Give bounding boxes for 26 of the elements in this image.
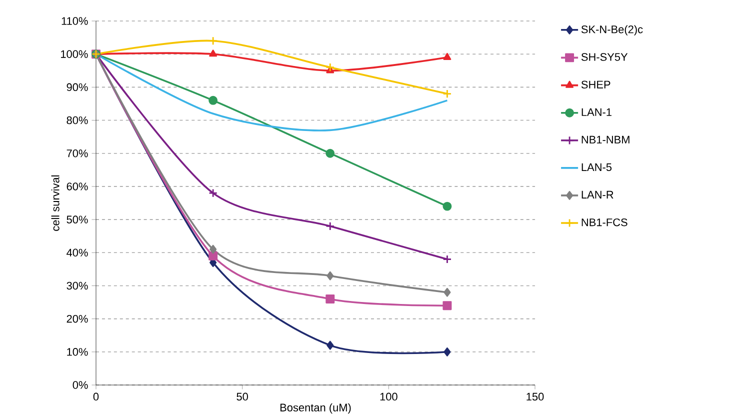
legend-label: NB1-FCS (582, 218, 628, 226)
legend-label: SK-N-Be(2)c (581, 25, 643, 36)
y-tick-label: 10% (67, 348, 88, 356)
legend-label: SHEP (581, 80, 610, 88)
y-tick-label: 50% (66, 216, 88, 224)
y-tick-label: 100% (61, 50, 88, 58)
y-tick-label: 40% (66, 248, 88, 257)
y-tick-label: 0% (72, 381, 88, 389)
x-tick-label: 100 (380, 392, 398, 401)
x-axis-title: Bosentan (uM) (280, 403, 351, 414)
y-tick-label: 20% (66, 314, 88, 323)
y-tick-label: 30% (66, 282, 88, 290)
y-tick-label: 80% (66, 116, 88, 124)
legend-label: LAN-1 (582, 108, 612, 116)
legend-label: NB1-NBM (582, 136, 630, 144)
y-tick-label: 110% (62, 17, 88, 25)
y-tick-label: 90% (66, 83, 88, 92)
y-tick-label: 70% (66, 149, 88, 158)
x-tick-label: 150 (526, 392, 544, 401)
y-tick-label: 60% (66, 182, 88, 190)
y-axis-title: cell survival (51, 175, 60, 231)
legend-label: LAN-5 (582, 163, 612, 172)
legend-label: SH-SY5Y (581, 53, 628, 61)
legend-label: LAN-R (582, 190, 614, 198)
x-tick-label: 50 (236, 392, 248, 401)
x-tick-label: 0 (93, 392, 99, 401)
